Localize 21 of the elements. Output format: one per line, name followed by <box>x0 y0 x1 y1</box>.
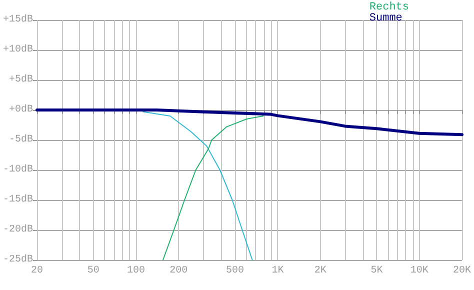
y-tick-label: -10dB <box>2 164 34 176</box>
x-tick-label: 50 <box>87 266 100 276</box>
x-tick-label: 20 <box>30 266 44 276</box>
text: Rechts <box>369 2 410 14</box>
x-tick-label: 10K <box>410 266 428 276</box>
x-tick-label: 1K <box>272 266 284 276</box>
y-tick-label: -5dB <box>8 134 34 146</box>
x-tick-label: 500 <box>226 266 244 276</box>
y-tick-label: -20dB <box>2 224 34 236</box>
x-tick-label: 20K <box>452 266 472 276</box>
y-tick-label: -15dB <box>2 194 34 206</box>
text: Summe <box>369 12 402 24</box>
y-tick-label: +10dB <box>2 44 34 56</box>
y-tick-label: -25dB <box>2 254 34 266</box>
x-tick-label: 200 <box>170 266 188 276</box>
x-tick-label: 100 <box>127 266 146 276</box>
x-tick-label: 5K <box>370 266 383 276</box>
x-tick-label: 2K <box>314 266 326 276</box>
y-tick-label: +5dB <box>8 74 34 86</box>
y-tick-label: +0dB <box>8 104 34 116</box>
y-tick-label: +15dB <box>2 14 34 26</box>
